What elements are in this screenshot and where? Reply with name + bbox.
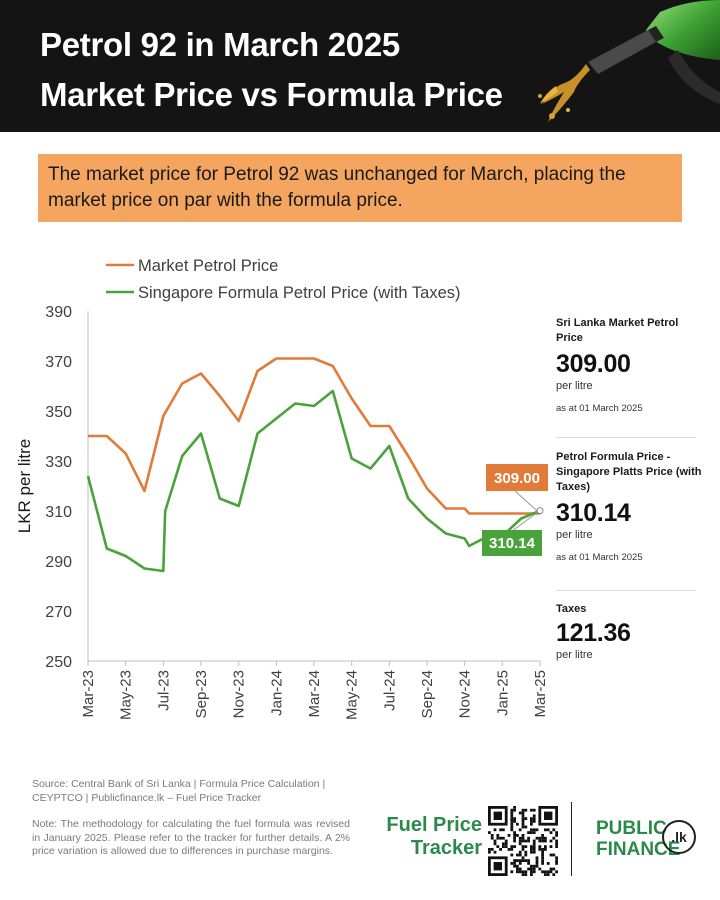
page-subtitle: Market Price vs Formula Price xyxy=(40,76,503,113)
y-tick-label: 390 xyxy=(45,304,72,321)
x-tick-label: Nov-24 xyxy=(457,670,474,718)
formula-price-date: as at 01 March 2025 xyxy=(556,552,643,563)
pf-line2: FINANCE xyxy=(596,839,681,860)
brand-line1: Fuel Price xyxy=(386,814,482,836)
x-tick-label: Jul-24 xyxy=(381,670,398,711)
legend-label: Singapore Formula Petrol Price (with Tax… xyxy=(138,284,461,302)
market-price-unit: per litre xyxy=(556,380,593,392)
summary-banner: The market price for Petrol 92 was uncha… xyxy=(38,154,682,222)
public-finance-logo[interactable]: PUBLIC FINANCE xyxy=(596,818,680,860)
brand-line2: Tracker xyxy=(410,837,482,859)
lk-badge: .lk xyxy=(662,820,696,854)
x-tick-label: Jan-24 xyxy=(268,670,285,716)
formula-price-value: 310.14 xyxy=(556,499,631,527)
taxes-value: 121.36 xyxy=(556,619,631,647)
legend-label: Market Petrol Price xyxy=(138,257,278,275)
x-tick-label: Sep-23 xyxy=(193,670,210,718)
source-text: Source: Central Bank of Sri Lanka | Form… xyxy=(32,778,326,804)
y-tick-label: 290 xyxy=(45,554,72,571)
side-divider xyxy=(556,437,696,438)
formula-price-unit: per litre xyxy=(556,529,593,541)
formula-price-panel: Petrol Formula Price - Singapore Platts … xyxy=(556,450,706,563)
header: Petrol 92 in March 2025 Market Price vs … xyxy=(0,0,720,132)
x-tick-label: Sep-24 xyxy=(419,670,436,718)
formula-end-label: 310.14 xyxy=(489,535,536,552)
y-tick-label: 370 xyxy=(45,354,72,371)
x-tick-label: Jul-23 xyxy=(155,670,172,711)
y-tick-label: 310 xyxy=(45,504,72,521)
market-price-line xyxy=(88,357,540,515)
side-divider xyxy=(556,590,696,591)
footer-separator xyxy=(571,802,572,876)
y-tick-label: 270 xyxy=(45,604,72,621)
x-tick-label: Mar-24 xyxy=(306,670,323,718)
taxes-label: Taxes xyxy=(556,603,587,615)
market-price-label: Sri Lanka Market Petrol Price xyxy=(556,317,679,344)
x-tick-label: Jan-25 xyxy=(494,670,511,716)
y-tick-label: 330 xyxy=(45,454,72,471)
x-tick-label: May-24 xyxy=(344,670,361,720)
page-title: Petrol 92 in March 2025 xyxy=(40,26,400,63)
qr-code-icon[interactable] xyxy=(488,806,558,876)
market-end-label-box xyxy=(486,464,548,491)
methodology-note: Note: The methodology for calculating th… xyxy=(32,818,350,857)
x-tick-label: May-23 xyxy=(118,670,135,720)
x-tick-label: Nov-23 xyxy=(231,670,248,718)
fuel-nozzle-icon xyxy=(538,0,720,122)
y-tick-label: 350 xyxy=(45,404,72,421)
formula-price-label: Petrol Formula Price - Singapore Platts … xyxy=(556,451,702,493)
x-tick-label: Mar-23 xyxy=(80,670,97,718)
y-tick-label: 250 xyxy=(45,654,72,671)
market-end-label: 309.00 xyxy=(494,470,540,487)
y-axis-title: LKR per litre xyxy=(15,439,34,533)
price-line-chart: 250 270 290 310 330 350 370 390 LKR per litre Mar… xyxy=(15,257,549,720)
market-price-value: 309.00 xyxy=(556,350,631,378)
pf-line1: PUBLIC xyxy=(596,818,667,839)
formula-end-label-box xyxy=(482,530,542,556)
fuel-price-tracker-logo[interactable]: Fuel Price Tracker xyxy=(382,814,482,860)
formula-callout-leader xyxy=(511,510,541,532)
market-price-date: as at 01 March 2025 xyxy=(556,403,643,414)
market-callout-leader xyxy=(514,490,541,514)
market-price-panel: Sri Lanka Market Petrol Price 309.00 per… xyxy=(556,316,706,414)
formula-price-line xyxy=(86,389,541,573)
end-point-marker xyxy=(536,507,544,515)
x-tick-label: Mar-25 xyxy=(532,670,549,718)
taxes-unit: per litre xyxy=(556,649,593,661)
taxes-panel: Taxes 121.36 per litre xyxy=(556,602,706,661)
